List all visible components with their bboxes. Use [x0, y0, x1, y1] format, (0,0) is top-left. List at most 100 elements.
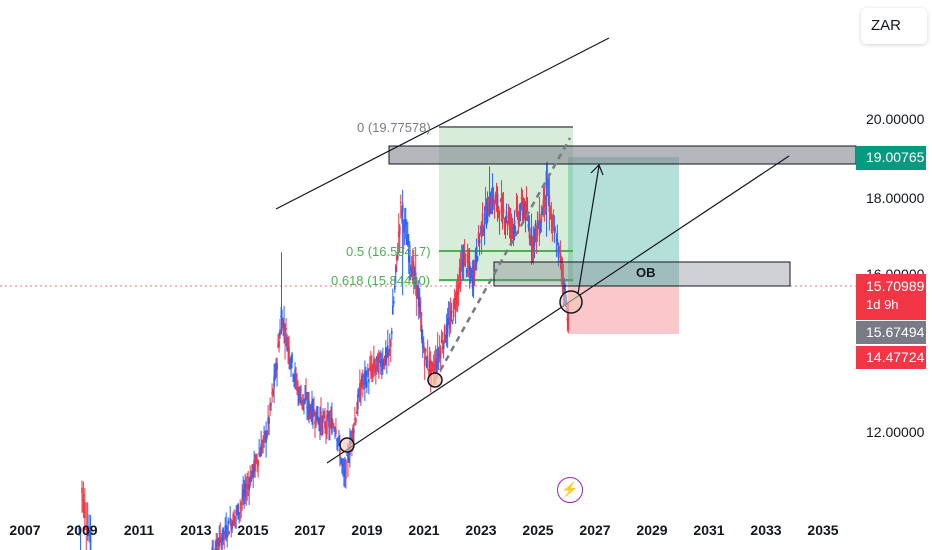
candle-body [348, 458, 350, 461]
candle-body [237, 504, 239, 519]
candle-body [400, 209, 403, 216]
candle-body [408, 245, 411, 264]
candle-body [481, 213, 484, 233]
candle-body [220, 537, 223, 548]
candle-body [257, 460, 259, 467]
candle-body [524, 203, 527, 222]
pivot-circle-2018[interactable] [339, 437, 355, 453]
resistance-price-badge: 19.00765 [856, 146, 926, 170]
pivot-circle-current[interactable] [559, 290, 583, 314]
dashed-trend-line[interactable] [433, 137, 572, 381]
candle-body [458, 267, 461, 276]
candle-body [320, 411, 322, 425]
x-tick-label: 2023 [465, 522, 497, 538]
candle-body [309, 405, 311, 412]
candle-body [285, 328, 287, 331]
candle-body [222, 527, 225, 540]
candle-body [424, 349, 427, 352]
candle-body [376, 356, 378, 361]
candle-body [419, 313, 422, 315]
candle-body [378, 357, 380, 374]
candle-body [504, 221, 507, 223]
candle-body [546, 177, 549, 189]
candle-body [563, 281, 566, 294]
candle-body [347, 452, 349, 463]
candle-body [396, 255, 399, 259]
y-tick-label: 12.00000 [866, 424, 925, 440]
candle-body [243, 491, 245, 496]
channel-upper-line[interactable] [275, 37, 610, 210]
symbol-label[interactable]: ZAR [861, 8, 927, 44]
candle-body [553, 227, 556, 233]
candle-body [287, 341, 289, 348]
candle-body [487, 196, 490, 200]
candle-body [464, 254, 467, 256]
loss-zone[interactable] [568, 286, 679, 334]
candle-body [300, 397, 302, 405]
candle-body [238, 512, 240, 515]
candle-body [515, 208, 518, 214]
candle-body [463, 252, 466, 266]
candle-body [440, 339, 443, 343]
candle-body [367, 368, 369, 375]
candle-body [262, 438, 264, 444]
x-tick-label: 2021 [408, 522, 440, 538]
candle-body [395, 255, 398, 261]
candle-body [495, 195, 498, 199]
pivot-circle-2021[interactable] [427, 372, 443, 388]
candle-body [303, 399, 305, 402]
candle-body [530, 227, 533, 247]
candle-body [501, 200, 504, 224]
candle-body [384, 355, 386, 367]
candle-body [224, 525, 227, 534]
lightning-icon[interactable]: ⚡ [557, 477, 583, 503]
y-tick-label: 18.00000 [866, 190, 925, 206]
candle-body [374, 364, 376, 373]
candle-body [447, 318, 450, 321]
candle-body [510, 216, 513, 228]
candle-body [245, 490, 247, 498]
candle-body [297, 387, 299, 392]
candle-body [490, 198, 493, 209]
candle-body [370, 364, 372, 372]
channel-lower-line[interactable] [326, 155, 790, 464]
resistance-zone[interactable] [388, 145, 857, 165]
candle-body [485, 214, 488, 226]
candle-body [239, 507, 241, 509]
projection-arrow[interactable] [577, 165, 600, 295]
candle-body [307, 398, 309, 408]
order-block-zone[interactable] [493, 261, 791, 287]
candle-body [219, 532, 222, 535]
candle-body [223, 532, 226, 536]
candle-body [531, 239, 534, 252]
candle-body [284, 338, 286, 342]
candle-body [299, 389, 301, 391]
candle-body [332, 424, 334, 426]
candle-body [230, 522, 232, 531]
candle-body [226, 535, 229, 538]
candle-body [316, 406, 318, 421]
candle-body [411, 260, 414, 281]
candle-body [494, 196, 497, 204]
candle-body [335, 429, 337, 434]
candle-body [267, 417, 269, 424]
candle-body [407, 248, 410, 262]
candle-body [294, 369, 296, 381]
candle-body [357, 394, 359, 410]
arrow-head [590, 163, 604, 176]
candle-body [527, 224, 530, 228]
candle-body [405, 238, 408, 245]
candle-body [356, 411, 358, 414]
candle-body [541, 211, 544, 215]
candle-body [369, 367, 371, 369]
candle-body [452, 300, 455, 318]
x-tick-label: 2017 [294, 522, 326, 538]
candle-body [302, 394, 304, 403]
candle-body [375, 366, 377, 369]
candle-body [394, 265, 397, 273]
profit-zone[interactable] [568, 157, 679, 286]
candle-body [259, 453, 261, 457]
candle-body [560, 257, 563, 271]
candle-body [512, 226, 515, 234]
